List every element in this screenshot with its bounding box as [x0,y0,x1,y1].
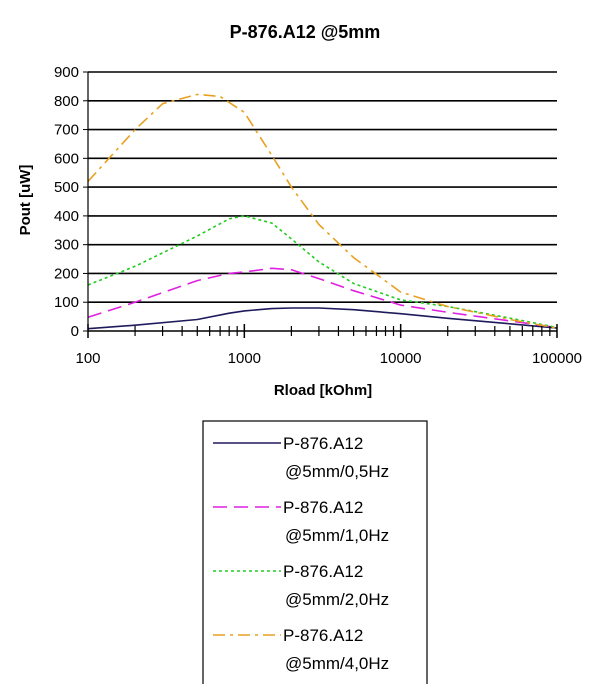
series-line-1 [87,307,558,330]
x-tick-label: 100 [75,350,100,367]
y-tick-label: 500 [54,179,79,196]
y-tick-label: 900 [54,64,79,81]
x-tick-label: 100000 [532,350,582,367]
y-tick-label: 100 [54,294,79,311]
y-tick-label: 0 [71,323,79,340]
y-tick-label: 700 [54,122,79,139]
axes: 0 100 200 300 400 500 600 700 800 900 100 1000 10000… [54,64,582,367]
series-line-2 [87,267,558,329]
series-lines [87,93,558,330]
y-tick-label: 800 [54,93,79,110]
series-line-4 [87,93,558,329]
legend-label-4: @5mm/4,0Hz [285,654,389,673]
legend-label-1: @5mm/0,5Hz [285,462,389,481]
y-tick-label: 600 [54,150,79,167]
y-tick-label: 200 [54,265,79,282]
y-axis-label: Pout [uW] [17,165,34,236]
x-tick-label: 1000 [228,350,261,367]
y-tick-label: 300 [54,237,79,254]
series-line-3 [87,215,558,329]
legend-label-1: P-876.A12 [283,434,363,453]
legend-label-4: P-876.A12 [283,626,363,645]
legend: P-876.A12 @5mm/0,5Hz P-876.A12 @5mm/1,0Hz P-… [202,420,428,689]
legend-box [202,420,428,689]
legend-label-3: P-876.A12 [283,562,363,581]
y-tick-label: 400 [54,208,79,225]
x-tick-label: 10000 [380,350,422,367]
legend-label-3: @5mm/2,0Hz [285,590,389,609]
legend-label-2: @5mm/1,0Hz [285,526,389,545]
legend-label-2: P-876.A12 [283,498,363,517]
chart-title: P-876.A12 @5mm [230,22,381,42]
grid-lines [88,71,557,304]
x-axis-label: Rload [kOhm] [274,382,372,399]
